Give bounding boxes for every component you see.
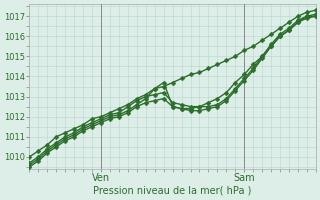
X-axis label: Pression niveau de la mer( hPa ): Pression niveau de la mer( hPa ) [93,186,252,196]
